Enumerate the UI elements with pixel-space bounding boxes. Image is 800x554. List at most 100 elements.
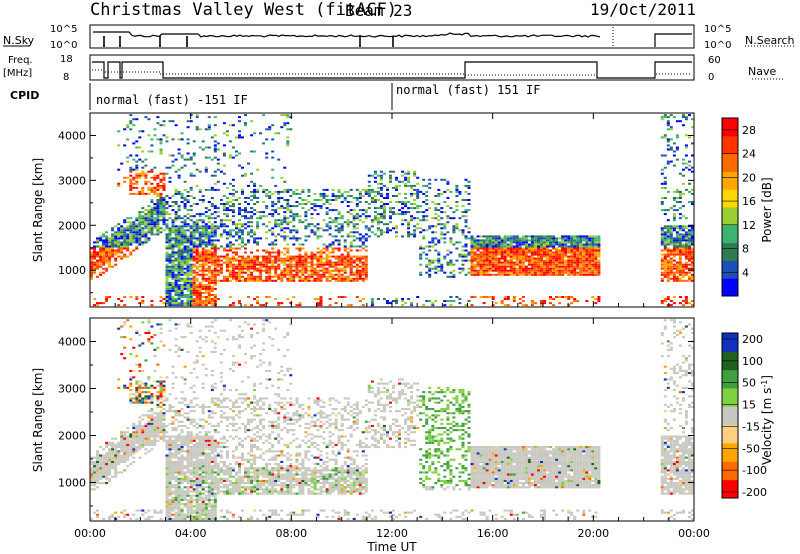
heatmap-cell: [247, 269, 250, 272]
heatmap-cell: [521, 243, 525, 246]
heatmap-cell: [189, 219, 193, 222]
heatmap-cell: [168, 237, 172, 240]
heatmap-cell: [183, 287, 187, 290]
heatmap-cell: [407, 180, 411, 183]
heatmap-cell: [268, 265, 272, 268]
heatmap-cell: [162, 429, 166, 432]
heatmap-cell: [138, 401, 142, 404]
heatmap-cell: [183, 158, 187, 161]
heatmap-cell: [678, 195, 682, 197]
heatmap-cell: [126, 450, 130, 453]
heatmap-cell: [458, 229, 462, 232]
heatmap-cell: [283, 114, 287, 117]
heatmap-cell: [389, 229, 392, 232]
heatmap-cell: [162, 408, 166, 411]
heatmap-cell: [506, 255, 510, 258]
heatmap-cell: [546, 243, 549, 246]
heatmap-cell: [126, 241, 130, 244]
heatmap-cell: [147, 391, 151, 394]
heatmap-cell: [573, 263, 577, 266]
heatmap-cell: [325, 223, 329, 226]
heatmap-cell: [307, 277, 311, 280]
heatmap-cell: [537, 255, 540, 258]
heatmap-cell: [271, 138, 275, 141]
heatmap-cell: [147, 443, 151, 446]
heatmap-cell: [597, 267, 601, 270]
heatmap-cell: [186, 190, 190, 193]
heatmap-cell: [180, 249, 184, 252]
heatmap-cell: [292, 296, 296, 298]
heatmap-cell: [352, 279, 356, 282]
heatmap-cell: [150, 223, 154, 226]
colorbar-tick-label: 4: [742, 266, 749, 279]
heatmap-cell: [537, 253, 540, 256]
heatmap-cell: [165, 195, 169, 197]
heatmap-cell: [509, 245, 513, 248]
heatmap-cell: [144, 116, 148, 119]
heatmap-cell: [271, 255, 275, 258]
heatmap-cell: [126, 235, 130, 238]
heatmap-cell: [183, 245, 187, 248]
heatmap-cell: [585, 253, 589, 256]
heatmap-cell: [117, 446, 121, 449]
heatmap-cell: [207, 292, 211, 294]
heatmap-cell: [419, 255, 423, 258]
heatmap-cell: [533, 243, 537, 246]
heatmap-cell: [129, 178, 133, 181]
heatmap-cell: [301, 247, 305, 250]
heatmap-cell: [156, 420, 160, 423]
heatmap-cell: [286, 227, 290, 230]
heatmap-cell: [111, 229, 115, 232]
heatmap-cell: [93, 475, 96, 478]
heatmap-cell: [524, 237, 528, 240]
heatmap-cell: [594, 243, 598, 246]
heatmap-cell: [434, 213, 438, 216]
heatmap-cell: [675, 231, 679, 234]
heatmap-cell: [213, 247, 217, 250]
heatmap-cell: [144, 219, 148, 222]
heatmap-cell: [422, 178, 426, 181]
heatmap-cell: [216, 142, 220, 145]
heatmap-cell: [156, 439, 160, 442]
heatmap-cell: [192, 237, 196, 240]
heatmap-cell: [225, 275, 229, 278]
heatmap-cell: [404, 172, 408, 175]
heatmap-cell: [660, 265, 664, 268]
heatmap-cell: [567, 265, 571, 268]
heatmap-cell: [162, 178, 166, 181]
heatmap-cell: [573, 255, 577, 258]
heatmap-cell: [521, 273, 525, 276]
heatmap-cell: [675, 249, 679, 252]
heatmap-cell: [174, 239, 178, 242]
heatmap-cell: [666, 219, 670, 222]
heatmap-cell: [298, 197, 302, 199]
heatmap-cell: [567, 251, 571, 254]
heatmap-cell: [358, 197, 362, 199]
heatmap-cell: [691, 203, 694, 205]
heatmap-cell: [250, 150, 254, 153]
heatmap-cell: [268, 259, 272, 262]
heatmap-cell: [537, 257, 540, 260]
heatmap-cell: [579, 267, 583, 270]
heatmap-cell: [198, 227, 202, 230]
heatmap-cell: [446, 180, 450, 183]
heatmap-cell: [395, 227, 398, 230]
heatmap-cell: [159, 414, 163, 417]
heatmap-cell: [153, 223, 157, 226]
heatmap-cell: [527, 271, 531, 274]
heatmap-cell: [183, 277, 187, 280]
heatmap-cell: [135, 237, 139, 240]
heatmap-cell: [373, 207, 377, 210]
heatmap-cell: [250, 225, 254, 228]
heatmap-cell: [141, 296, 145, 298]
heatmap-cell: [552, 273, 556, 276]
heatmap-cell: [238, 237, 241, 240]
heatmap-cell: [540, 259, 543, 262]
heatmap-cell: [150, 233, 154, 236]
heatmap-cell: [310, 231, 314, 234]
heatmap-cell: [464, 219, 468, 222]
heatmap-cell: [506, 296, 510, 298]
heatmap-cell: [573, 249, 577, 252]
heatmap-cell: [684, 217, 688, 220]
heatmap-cell: [114, 469, 118, 472]
